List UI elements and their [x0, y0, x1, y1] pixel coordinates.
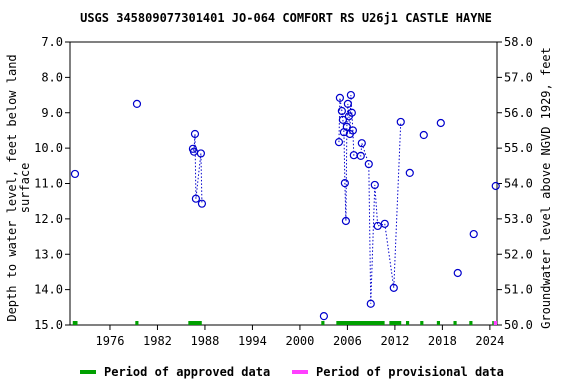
data-point: [366, 299, 375, 308]
x-tick-label: 1988: [190, 334, 219, 348]
data-point: [191, 194, 201, 203]
data-point: [419, 130, 428, 140]
data-point: [436, 118, 445, 128]
data-point: [70, 169, 80, 179]
y-tick-label: 15.0: [34, 318, 63, 332]
y2-tick-label: 57.0: [504, 70, 533, 84]
y2-tick-label: 54.0: [504, 177, 533, 191]
data-point: [334, 138, 344, 147]
y-axis-label: surface: [18, 163, 32, 214]
data-point: [197, 199, 207, 208]
period-bar: [389, 321, 402, 325]
period-bar: [420, 321, 424, 325]
data-point: [373, 221, 382, 231]
data-point: [469, 229, 478, 239]
legend-label: Period of provisional data: [316, 365, 504, 379]
period-bar: [453, 321, 457, 325]
data-point: [389, 283, 398, 292]
data-point: [132, 99, 142, 109]
data-point: [491, 181, 500, 191]
period-bar: [492, 321, 494, 325]
data-point: [319, 312, 329, 321]
y-tick-label: 7.0: [41, 35, 63, 49]
data-point: [453, 268, 462, 278]
period-bar: [436, 321, 441, 325]
y-tick-label: 9.0: [41, 106, 63, 120]
period-bar: [493, 321, 497, 325]
period-bar: [188, 321, 202, 325]
x-tick-label: 1976: [96, 334, 125, 348]
period-bar: [321, 321, 325, 325]
x-tick-label: 1982: [143, 334, 172, 348]
data-point: [357, 139, 366, 148]
data-point: [346, 90, 355, 100]
data-point: [338, 115, 348, 124]
data-point: [196, 149, 206, 158]
y-axis-label: Depth to water level, feet below land: [5, 54, 19, 321]
data-point: [342, 122, 351, 132]
x-tick-label: 2018: [428, 334, 457, 348]
y-tick-label: 12.0: [34, 212, 63, 226]
period-bar: [72, 321, 78, 325]
y-tick-label: 10.0: [34, 141, 63, 155]
x-tick-label: 2006: [333, 334, 362, 348]
data-point: [370, 180, 379, 190]
y2-tick-label: 53.0: [504, 212, 533, 226]
x-tick-label: 1994: [238, 334, 267, 348]
y2-tick-label: 51.0: [504, 283, 533, 297]
y-tick-label: 14.0: [34, 283, 63, 297]
data-point: [348, 126, 357, 135]
data-point: [347, 108, 356, 117]
data-point: [190, 129, 200, 139]
y-tick-label: 13.0: [34, 247, 63, 261]
y2-tick-label: 50.0: [504, 318, 533, 332]
period-bar: [405, 321, 410, 325]
data-point: [380, 219, 389, 228]
data-point: [356, 151, 365, 161]
y2-tick-label: 58.0: [504, 35, 533, 49]
data-point: [396, 117, 405, 127]
data-point: [364, 159, 373, 169]
chart-title: USGS 345809077301401 JO-064 COMFORT RS U…: [80, 11, 492, 25]
data-point: [405, 168, 414, 177]
data-point: [340, 179, 349, 188]
period-bar: [135, 321, 139, 325]
period-bar: [336, 321, 385, 325]
data-point: [341, 216, 351, 226]
y2-tick-label: 56.0: [504, 106, 533, 120]
y2-tick-label: 52.0: [504, 247, 533, 261]
plot-frame: [69, 41, 498, 326]
period-bar: [469, 321, 473, 325]
y-tick-label: 11.0: [34, 177, 63, 191]
data-point: [337, 106, 346, 116]
y-tick-label: 8.0: [41, 70, 63, 84]
x-tick-label: 2012: [380, 334, 409, 348]
y2-tick-label: 55.0: [504, 141, 533, 155]
y2-axis-label: Groundwater level above NGVD 1929, feet: [539, 47, 553, 329]
series-line: [193, 95, 496, 304]
data-point: [343, 99, 352, 109]
x-tick-label: 2024: [475, 334, 504, 348]
data-point: [335, 93, 344, 102]
x-tick-label: 2000: [285, 334, 314, 348]
legend-label: Period of approved data: [104, 365, 270, 379]
